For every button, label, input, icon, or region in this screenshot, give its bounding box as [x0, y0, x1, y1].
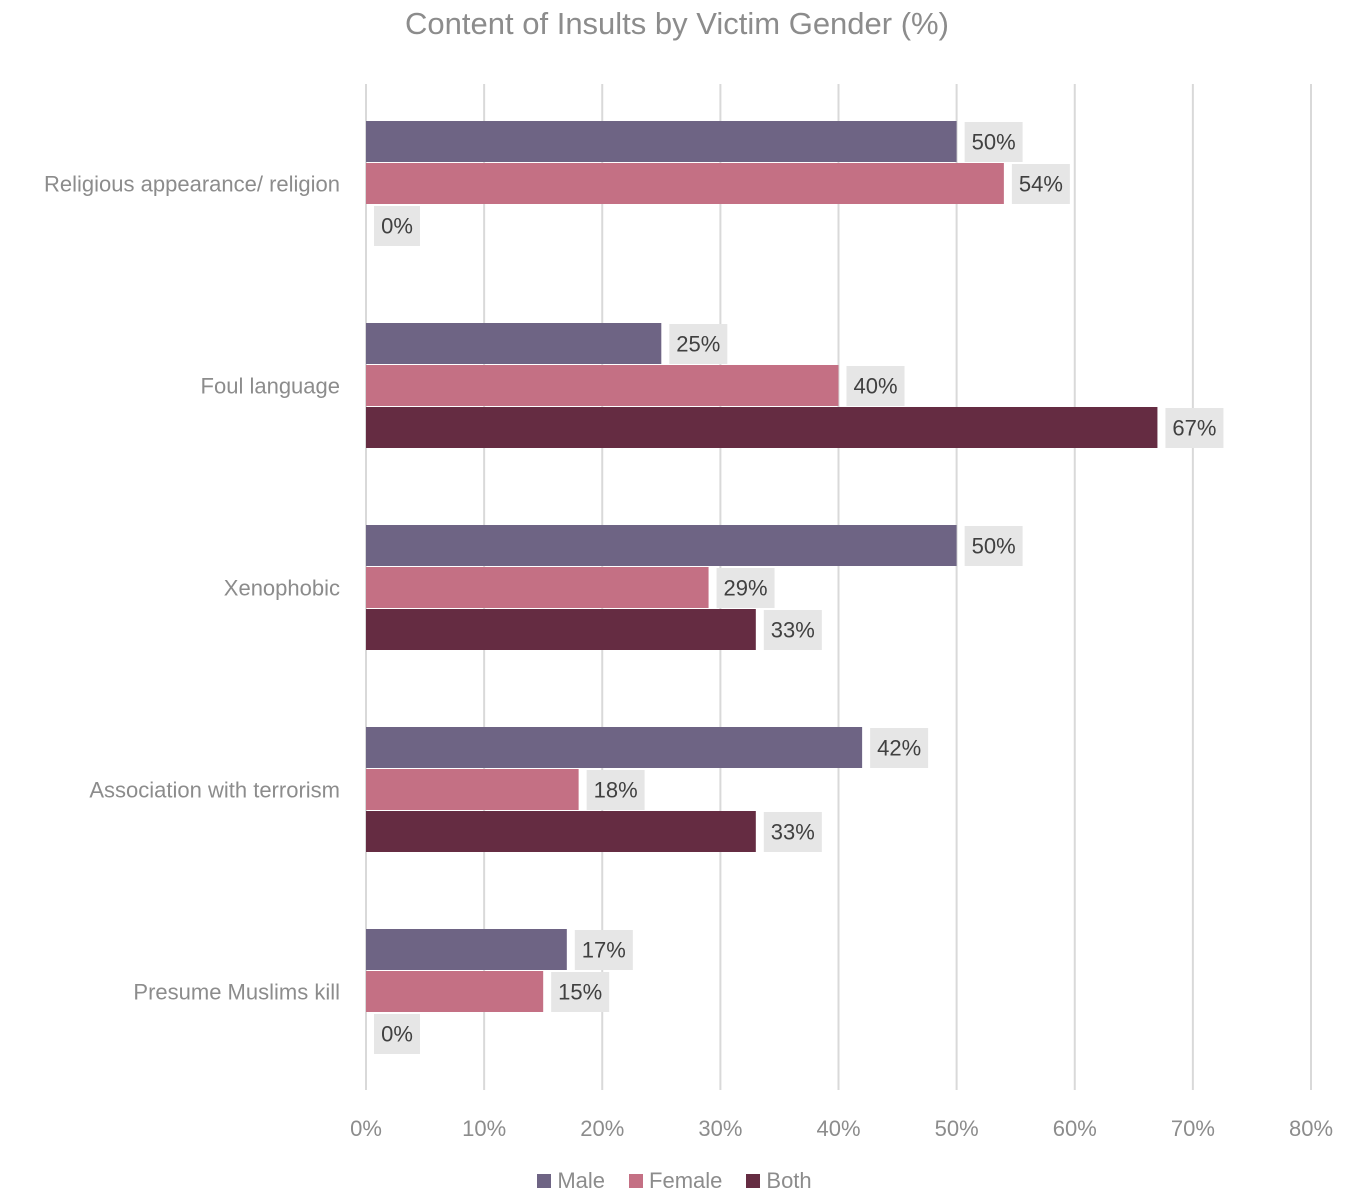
bar-female — [366, 163, 1004, 204]
data-labels: 50% 25% 50% 42% 17% 54% 40% 29% 18% 15% 0% 67% 33% 33… — [374, 122, 1224, 1054]
legend-swatch — [746, 1174, 761, 1188]
data-label: 42% — [877, 736, 921, 761]
data-label: 67% — [1172, 416, 1216, 441]
data-label-box — [551, 972, 610, 1012]
legend-swatch — [629, 1174, 644, 1188]
data-label: 15% — [558, 980, 602, 1005]
data-label: 0% — [381, 214, 413, 239]
legend-label: Both — [766, 1168, 812, 1193]
bar-male — [366, 525, 957, 566]
data-label-box — [1011, 164, 1070, 204]
data-label-box — [846, 366, 905, 406]
data-label: 25% — [676, 332, 720, 357]
x-tick-label: 20% — [580, 1116, 624, 1141]
data-label: 54% — [1019, 172, 1063, 197]
data-label-box — [870, 728, 929, 768]
data-label-box — [586, 770, 645, 810]
data-label: 33% — [771, 618, 815, 643]
data-label-box — [964, 526, 1023, 566]
x-tick-label: 60% — [1053, 1116, 1097, 1141]
chart-title: Content of Insults by Victim Gender (%) — [405, 6, 949, 41]
legend-item-both: Both — [746, 1168, 812, 1194]
bar-both — [366, 609, 756, 650]
bar-male — [366, 121, 957, 162]
x-tick-label: 80% — [1289, 1116, 1333, 1141]
legend-label: Male — [557, 1168, 606, 1193]
data-label-box — [1165, 408, 1224, 448]
category-label: Xenophobic — [224, 576, 340, 601]
data-label-box — [763, 610, 822, 650]
bar-both — [366, 811, 756, 852]
legend-swatch — [537, 1174, 552, 1188]
bar-male — [366, 727, 863, 768]
bars — [366, 121, 1158, 1012]
data-label: 40% — [853, 374, 897, 399]
category-label: Religious appearance/ religion — [44, 172, 340, 197]
x-tick-label: 30% — [698, 1116, 742, 1141]
legend-item-male: Male — [537, 1168, 605, 1194]
data-label-box — [374, 206, 420, 246]
bar-female — [366, 567, 709, 608]
data-label-box — [964, 122, 1023, 162]
legend-label: Female — [649, 1168, 723, 1193]
bar-female — [366, 769, 579, 810]
data-label-box — [574, 930, 633, 970]
data-label-box — [716, 568, 775, 608]
legend-item-female: Female — [629, 1168, 722, 1194]
bar-both — [366, 407, 1158, 448]
category-label: Foul language — [201, 374, 340, 399]
bar-male — [366, 323, 662, 364]
data-label-box — [374, 1014, 420, 1054]
data-label: 50% — [972, 130, 1016, 155]
data-label: 0% — [381, 1022, 413, 1047]
legend: Male Female Both — [0, 1168, 1349, 1194]
category-label: Association with terrorism — [89, 778, 340, 803]
x-tick-label: 10% — [462, 1116, 506, 1141]
x-tick-label: 70% — [1171, 1116, 1215, 1141]
bar-female — [366, 365, 839, 406]
data-label: 17% — [582, 938, 626, 963]
category-label: Presume Muslims kill — [133, 980, 340, 1005]
bar-female — [366, 971, 544, 1012]
x-tick-label: 40% — [816, 1116, 860, 1141]
x-tick-label: 0% — [350, 1116, 382, 1141]
data-label-box — [763, 812, 822, 852]
x-tick-label: 50% — [935, 1116, 979, 1141]
category-labels: Religious appearance/ religion Foul langu… — [44, 172, 340, 1005]
data-label-box — [669, 324, 728, 364]
data-label: 18% — [594, 778, 638, 803]
x-axis-ticks: 0% 10% 20% 30% 40% 50% 60% 70% 80% — [350, 1116, 1333, 1141]
data-label: 33% — [771, 820, 815, 845]
bar-male — [366, 929, 567, 970]
data-label: 50% — [972, 534, 1016, 559]
data-label: 29% — [724, 576, 768, 601]
